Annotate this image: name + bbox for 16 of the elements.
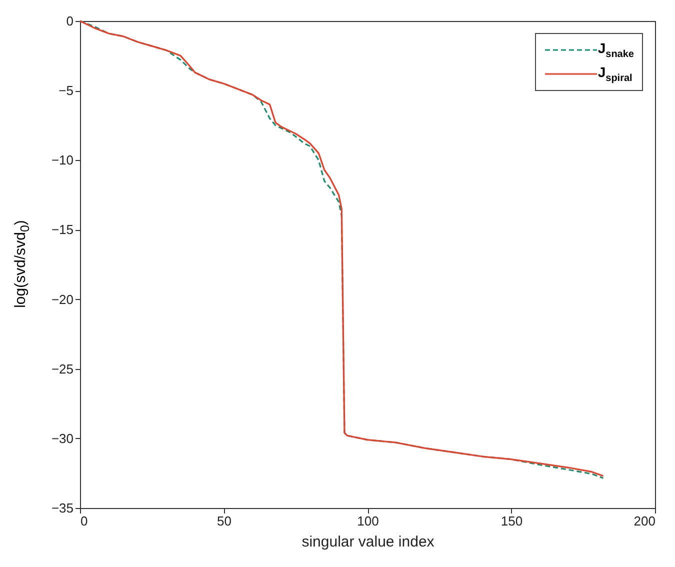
x-axis-title: singular value index bbox=[302, 534, 435, 550]
y-tick-label: −10 bbox=[51, 152, 74, 168]
y-tick-label: −25 bbox=[51, 361, 74, 376]
y-tick-label: −5 bbox=[58, 83, 74, 98]
y-tick-label: −20 bbox=[51, 292, 74, 307]
y-tick-label: −15 bbox=[51, 222, 74, 238]
x-tick-label: 100 bbox=[357, 514, 379, 528]
legend-label: J$_{spiral}$ bbox=[598, 64, 632, 84]
y-tick-label: 0 bbox=[66, 14, 74, 28]
x-tick-label: 0 bbox=[80, 514, 88, 528]
x-tick-label: 200 bbox=[634, 514, 656, 528]
y-tick-label: −35 bbox=[51, 500, 74, 516]
x-tick-label: 50 bbox=[217, 514, 232, 528]
y-tick-label: −30 bbox=[51, 430, 74, 446]
x-tick-label: 150 bbox=[500, 514, 523, 528]
legend-label: J$_{snake}$ bbox=[598, 40, 634, 60]
